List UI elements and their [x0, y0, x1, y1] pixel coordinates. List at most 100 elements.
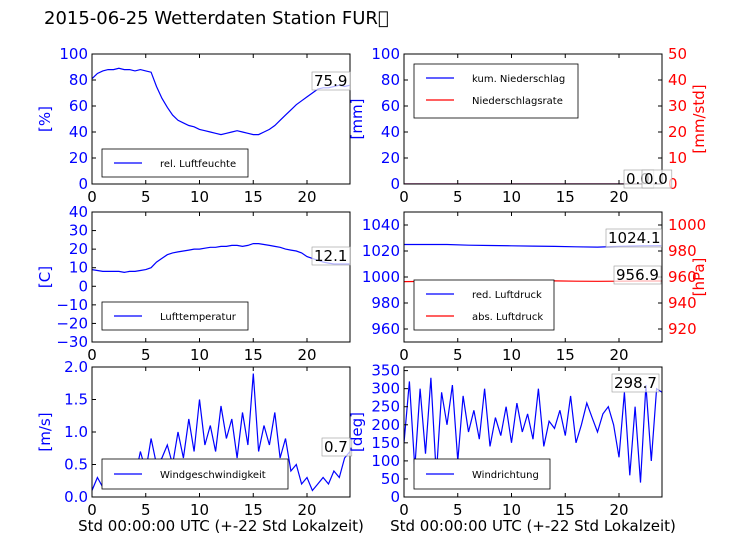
legend-label: abs. Luftdruck [472, 312, 543, 323]
y-tick-label: 40 [69, 123, 88, 141]
legend-label: Lufttemperatur [160, 312, 237, 323]
y-right-axis-label: [mm/std] [690, 84, 708, 153]
x-tick-label: 10 [502, 188, 521, 206]
y-tick-label: 80 [69, 71, 88, 89]
x-tick-label: 15 [556, 501, 575, 519]
y-tick-label: −10 [56, 296, 88, 314]
chart-panel-humidity: 0 5 10 15 20 0 20 40 60 80 100 [%] rel. Luftfeuchte 7… [36, 45, 351, 206]
value-annotation-box [311, 71, 351, 91]
y-right-tick-label: 30 [668, 97, 687, 115]
x-tick-label: 10 [502, 501, 521, 519]
y-right-tick-label: 920 [668, 320, 697, 338]
legend-box [413, 279, 555, 331]
y-tick-label: 960 [371, 320, 400, 338]
x-tick-label: 0 [399, 346, 409, 364]
x-tick-label: 0 [399, 188, 409, 206]
axes-frame [91, 211, 351, 343]
x-tick-label: 10 [190, 346, 209, 364]
y-tick-label: 0.0 [64, 488, 88, 506]
value-annotation-box [321, 437, 353, 457]
value-annotation-box [611, 373, 660, 393]
value-annotation: 75.9 [314, 72, 347, 90]
legend-label: rel. Luftfeuchte [160, 159, 236, 170]
legend-label: Niederschlagsrate [472, 96, 563, 107]
y-tick-label: 100 [371, 452, 400, 470]
y-right-tick-label: 50 [668, 45, 687, 63]
y-tick-label: 80 [381, 71, 400, 89]
value-annotation: 0.7 [324, 438, 348, 456]
y-tick-label: 1040 [362, 216, 400, 234]
axes-frame [91, 53, 351, 185]
legend-label: red. Luftdruck [472, 290, 542, 301]
y-tick-label: 40 [69, 203, 88, 221]
chart-panel-temperature: 0 5 10 15 20−30−20−10010203040[C]Lufttempera… [36, 203, 351, 364]
y-tick-label: 20 [69, 240, 88, 258]
y-right-tick-label: 20 [668, 123, 687, 141]
y-tick-label: 350 [371, 362, 400, 380]
y-right-tick-label: 1000 [668, 216, 706, 234]
value-annotation: 12.1 [314, 247, 347, 265]
y-right-tick-label: 40 [668, 71, 687, 89]
x-tick-label: 15 [556, 188, 575, 206]
y-tick-label: 60 [69, 97, 88, 115]
value-annotation: 0.0 [644, 170, 668, 188]
y-right-tick-label: 940 [668, 294, 697, 312]
y-tick-label: 60 [381, 97, 400, 115]
y-tick-label: 0.5 [64, 456, 88, 474]
x-tick-label: 0 [87, 346, 97, 364]
x-tick-label: 10 [502, 346, 521, 364]
y-tick-label: −20 [56, 314, 88, 332]
y-tick-label: 980 [371, 294, 400, 312]
axes-frame [403, 366, 663, 498]
y-axis-label: [deg] [348, 412, 366, 452]
series-line [404, 377, 662, 483]
y-tick-label: 100 [59, 45, 88, 63]
y-tick-label: 1.0 [64, 423, 88, 441]
axes-frame [403, 53, 663, 185]
chart-panel-wind-speed: 0 5 10 15 20 0.0 0.5 1.0 1.5 2.0 [m/s] Std 00:00:00… [36, 358, 364, 535]
y-axis-label: [mm] [348, 99, 366, 140]
x-tick-label: 20 [609, 501, 628, 519]
y-right-tick-label: 10 [668, 149, 687, 167]
y-tick-label: 0 [390, 175, 400, 193]
x-tick-label: 20 [609, 346, 628, 364]
y-tick-label: 150 [371, 434, 400, 452]
y-tick-label: 30 [69, 222, 88, 240]
y-axis-label: [m/s] [36, 412, 54, 451]
legend-box [413, 63, 579, 119]
y-tick-label: 20 [69, 149, 88, 167]
y-tick-label: 300 [371, 380, 400, 398]
x-tick-label: 20 [297, 501, 316, 519]
value-annotation: 956.9 [616, 266, 659, 284]
value-annotation-box [613, 265, 662, 285]
x-tick-label: 15 [244, 501, 263, 519]
x-tick-label: 20 [609, 188, 628, 206]
y-right-tick-label: 980 [668, 242, 697, 260]
y-axis-label: [C] [36, 266, 54, 288]
y-tick-label: 10 [69, 259, 88, 277]
x-axis-label: Std 00:00:00 UTC (+-22 Std Lokalzeit) [78, 517, 364, 535]
y-right-tick-label: 960 [668, 268, 697, 286]
y-tick-label: 2.0 [64, 358, 88, 376]
x-tick-label: 15 [556, 346, 575, 364]
x-tick-label: 0 [399, 501, 409, 519]
y-tick-label: −30 [56, 333, 88, 351]
x-tick-label: 20 [297, 188, 316, 206]
x-tick-label: 5 [453, 501, 463, 519]
x-tick-label: 15 [244, 188, 263, 206]
legend-label: kum. Niederschlag [472, 74, 565, 85]
y-tick-label: 100 [371, 45, 400, 63]
y-tick-label: 1.5 [64, 391, 88, 409]
y-tick-label: 1000 [362, 268, 400, 286]
y-tick-label: 200 [371, 416, 400, 434]
value-annotation-box [641, 169, 673, 189]
x-tick-label: 10 [190, 188, 209, 206]
y-tick-label: 20 [381, 149, 400, 167]
x-tick-label: 0 [87, 501, 97, 519]
chart-panel-precipitation: 0 5 10 15 20 0 20 40 60 80 100 0 10 20 30 40 50 [mm] [mm/s… [348, 45, 708, 206]
y-tick-label: 40 [381, 123, 400, 141]
chart-panel-pressure: 0 5 10 15 20 960 980 1000 1020 1040 920 940 960 980 10… [362, 211, 708, 364]
x-tick-label: 15 [244, 346, 263, 364]
